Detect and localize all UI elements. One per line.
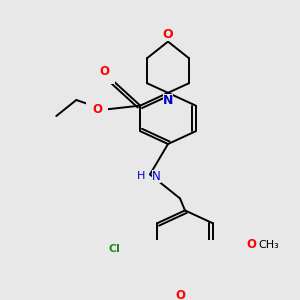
Text: Cl: Cl — [108, 244, 120, 254]
Text: O: O — [247, 238, 257, 251]
Text: H: H — [136, 171, 145, 181]
Text: O: O — [99, 64, 109, 78]
Text: O: O — [163, 28, 173, 41]
Text: O: O — [92, 103, 102, 116]
Text: O: O — [175, 289, 185, 300]
Text: CH₃: CH₃ — [259, 240, 280, 250]
Text: N: N — [163, 94, 173, 106]
Text: N: N — [152, 169, 161, 182]
